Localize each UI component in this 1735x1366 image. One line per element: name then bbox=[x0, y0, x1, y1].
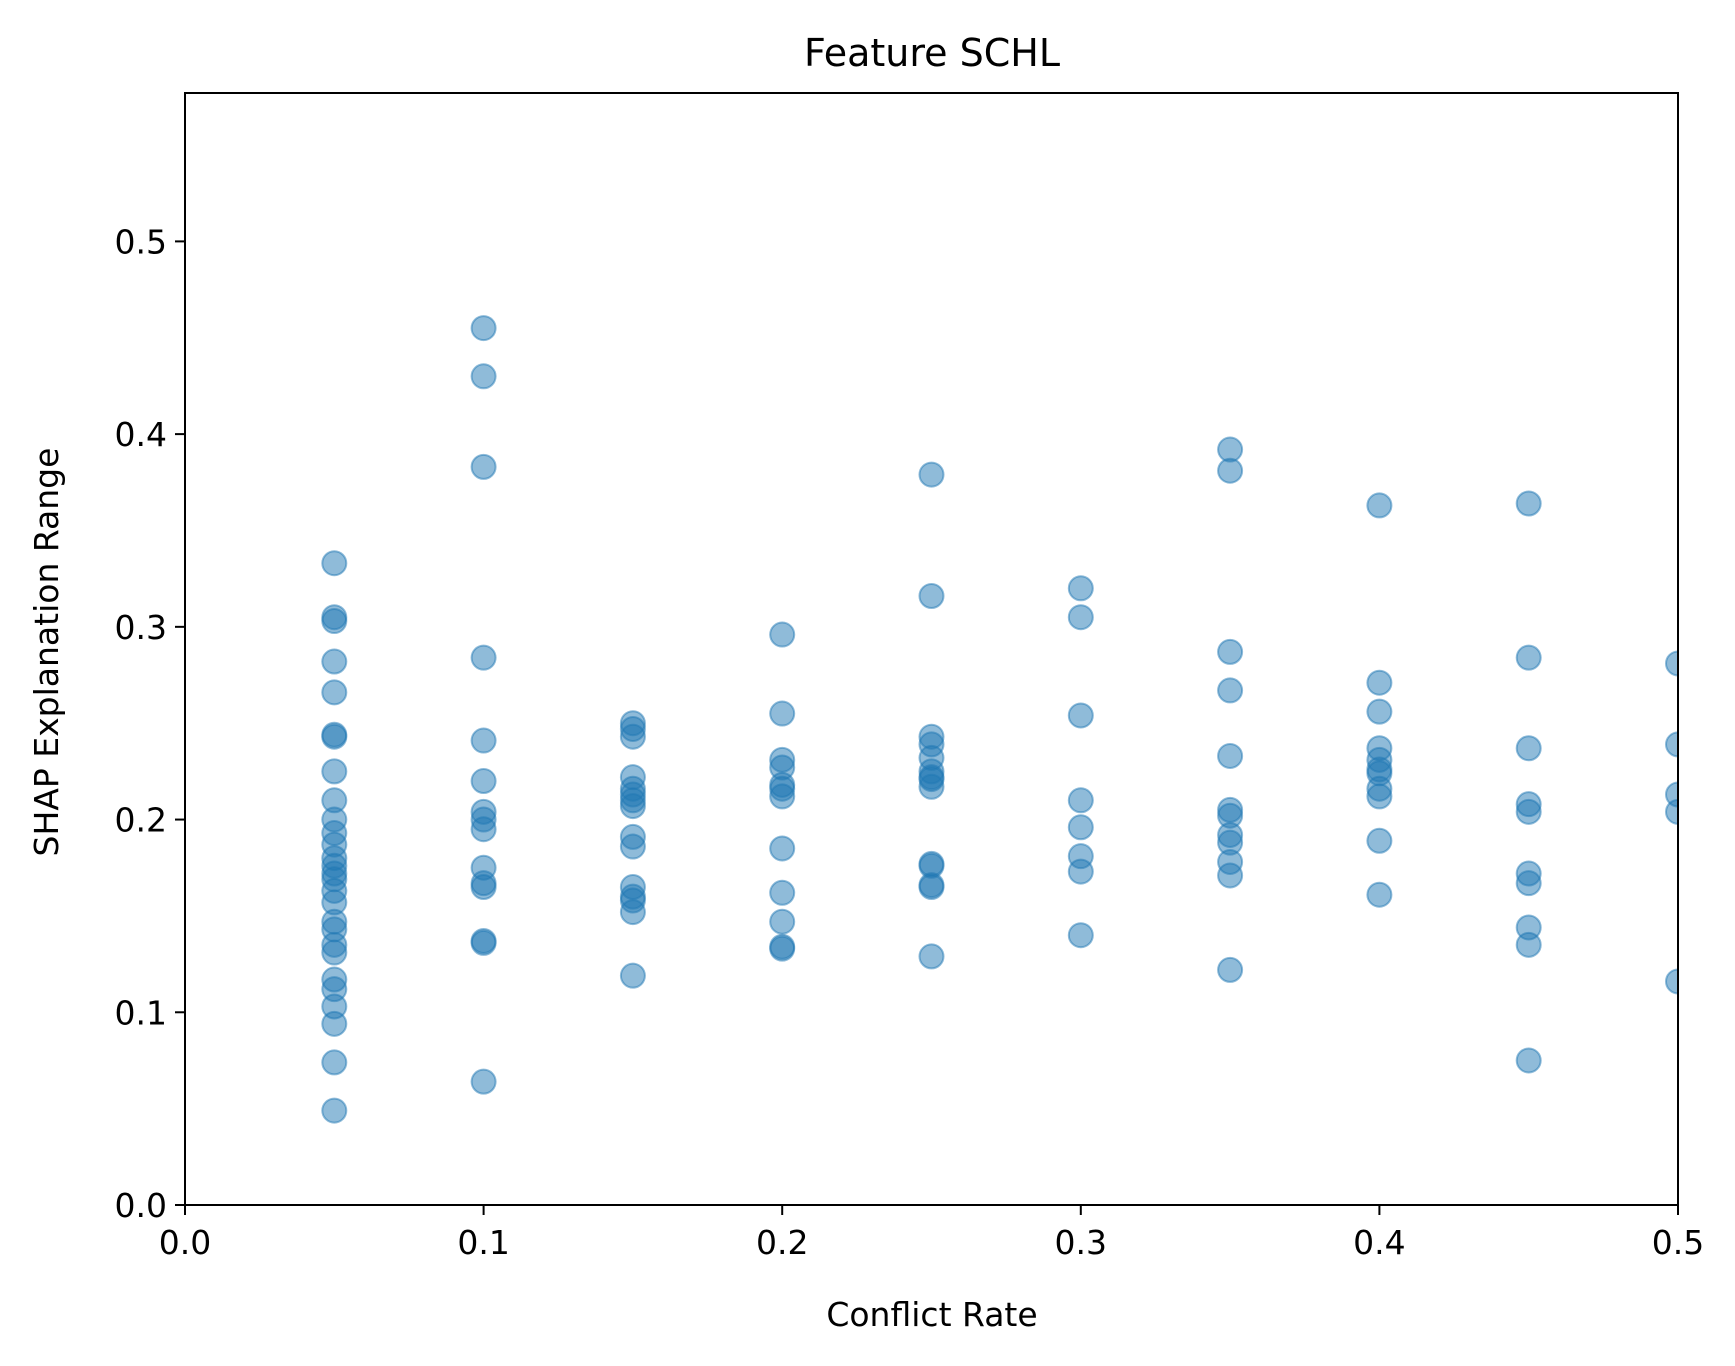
x-tick-label: 0.1 bbox=[457, 1223, 509, 1262]
data-point bbox=[470, 363, 497, 390]
x-tick-label: 0.5 bbox=[1652, 1223, 1704, 1262]
data-point bbox=[1217, 862, 1244, 889]
data-point bbox=[918, 583, 945, 610]
x-axis-label: Conflict Rate bbox=[826, 1295, 1037, 1334]
data-point bbox=[1515, 644, 1542, 671]
data-point bbox=[1515, 1047, 1542, 1074]
data-point bbox=[321, 1049, 348, 1076]
data-point bbox=[321, 1097, 348, 1124]
data-point bbox=[1217, 677, 1244, 704]
data-point bbox=[1665, 650, 1678, 677]
data-point bbox=[321, 758, 348, 785]
y-tick-label: 0.5 bbox=[115, 222, 167, 261]
data-point bbox=[1515, 798, 1542, 825]
data-point bbox=[321, 550, 348, 577]
data-point bbox=[1515, 735, 1542, 762]
data-point bbox=[321, 608, 348, 635]
data-point bbox=[1366, 698, 1393, 725]
data-point bbox=[470, 453, 497, 480]
data-point bbox=[918, 943, 945, 970]
data-point bbox=[769, 835, 796, 862]
data-point bbox=[918, 461, 945, 488]
data-point bbox=[321, 679, 348, 706]
x-tick-label: 0.3 bbox=[1055, 1223, 1107, 1262]
data-point bbox=[470, 1068, 497, 1095]
y-axis-label: SHAP Explanation Range bbox=[27, 448, 66, 857]
data-point bbox=[470, 644, 497, 671]
data-point bbox=[1515, 490, 1542, 517]
data-point bbox=[470, 727, 497, 754]
data-point bbox=[1665, 731, 1678, 758]
data-point bbox=[619, 793, 646, 820]
y-tick-label: 0.0 bbox=[115, 1186, 167, 1225]
data-point bbox=[1217, 457, 1244, 484]
data-point bbox=[918, 874, 945, 901]
data-point bbox=[619, 899, 646, 926]
y-tick-label: 0.1 bbox=[115, 993, 167, 1032]
data-point bbox=[470, 768, 497, 795]
data-point bbox=[470, 816, 497, 843]
data-point bbox=[1067, 575, 1094, 602]
data-point bbox=[1067, 858, 1094, 885]
data-point bbox=[1217, 638, 1244, 665]
x-tick-label: 0.0 bbox=[159, 1223, 211, 1262]
data-point bbox=[321, 723, 348, 750]
data-point bbox=[1515, 870, 1542, 897]
data-point bbox=[619, 833, 646, 860]
data-point bbox=[1366, 783, 1393, 810]
data-point bbox=[1067, 702, 1094, 729]
axes: 0.0 0.1 0.2 0.3 0.4 0.5 0.0 0.1 0.2 0.3 0.4 0.5 bbox=[115, 92, 1704, 1262]
data-point bbox=[918, 773, 945, 800]
data-point bbox=[470, 874, 497, 901]
data-point bbox=[619, 723, 646, 750]
data-point bbox=[769, 879, 796, 906]
data-point bbox=[1067, 814, 1094, 841]
chart-title: Feature SCHL bbox=[804, 31, 1060, 75]
data-point bbox=[321, 939, 348, 966]
data-point bbox=[1067, 604, 1094, 631]
x-tick-label: 0.2 bbox=[756, 1223, 808, 1262]
data-point bbox=[1067, 787, 1094, 814]
data-point bbox=[321, 648, 348, 675]
x-tick-label: 0.4 bbox=[1353, 1223, 1405, 1262]
data-point bbox=[769, 621, 796, 648]
data-point bbox=[769, 700, 796, 727]
data-point bbox=[470, 315, 497, 342]
data-point bbox=[769, 908, 796, 935]
data-point bbox=[1067, 922, 1094, 949]
data-point bbox=[1366, 669, 1393, 696]
data-point bbox=[769, 935, 796, 962]
data-point bbox=[769, 783, 796, 810]
data-point bbox=[470, 929, 497, 956]
plot-frame bbox=[184, 92, 1679, 1206]
data-point bbox=[1366, 881, 1393, 908]
y-tick-label: 0.2 bbox=[115, 801, 167, 840]
data-point bbox=[1366, 492, 1393, 519]
data-point bbox=[1217, 956, 1244, 983]
data-point bbox=[1366, 827, 1393, 854]
data-point bbox=[1515, 931, 1542, 958]
data-points bbox=[321, 315, 1678, 1124]
data-point bbox=[619, 962, 646, 989]
y-tick-label: 0.4 bbox=[115, 415, 167, 454]
data-point bbox=[1665, 798, 1678, 825]
y-tick-label: 0.3 bbox=[115, 608, 167, 647]
data-point bbox=[321, 1010, 348, 1037]
data-point bbox=[1217, 742, 1244, 769]
data-point bbox=[1665, 968, 1678, 995]
